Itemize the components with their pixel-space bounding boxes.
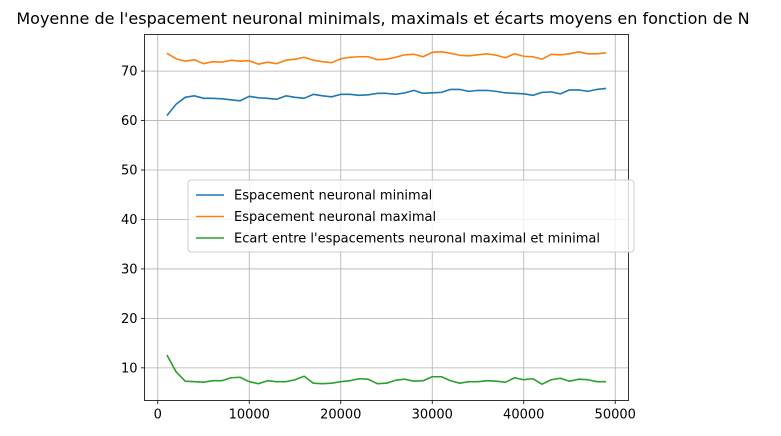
y-tick-label: 30 (121, 262, 138, 277)
legend-box (187, 179, 635, 253)
y-tick-label: 40 (121, 213, 138, 228)
legend-label-2: Espacement neuronal maximal (234, 210, 436, 225)
series-line-3 (166, 354, 607, 385)
chart-title: Moyenne de l'espacement neuronal minimal… (16, 9, 749, 28)
legend: Espacement neuronal minimal Espacement ne… (187, 179, 635, 253)
y-tick-label: 70 (121, 65, 138, 80)
axis-ticks: 0 10000 20000 30000 40000 50000 10 20 30 40 50 60 70 (121, 65, 636, 423)
y-tick-label: 10 (121, 361, 138, 376)
legend-label-1: Espacement neuronal minimal (234, 189, 432, 204)
legend-label-3: Ecart entre l'espacements neuronal maxim… (234, 232, 600, 247)
series-layer (166, 51, 607, 385)
series-line-1 (166, 87, 607, 117)
x-tick-label: 40000 (503, 408, 544, 423)
x-tick-label: 20000 (320, 408, 361, 423)
y-tick-label: 60 (121, 114, 138, 129)
y-tick-label: 50 (121, 164, 138, 179)
x-tick-label: 30000 (412, 408, 453, 423)
x-tick-label: 10000 (229, 408, 270, 423)
x-tick-label: 50000 (595, 408, 636, 423)
y-tick-label: 20 (121, 312, 138, 327)
x-tick-label: 0 (154, 408, 162, 423)
series-line-2 (166, 51, 607, 65)
